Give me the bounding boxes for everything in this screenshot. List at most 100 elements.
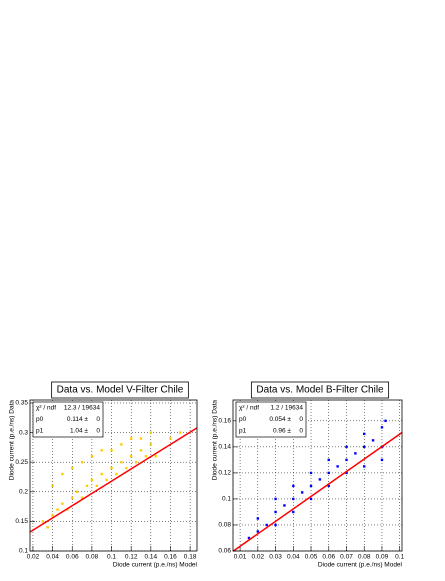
x-tick-label: 0.12 (125, 554, 138, 561)
stats-label: χ² / ndf (36, 405, 56, 412)
x-tick-label: 0.18 (184, 554, 197, 561)
stats-error: 0 (299, 428, 303, 435)
x-tick-label: 0.08 (358, 554, 371, 561)
y-tick-label: 0.06 (218, 548, 231, 555)
data-point (51, 484, 54, 488)
data-point (169, 437, 172, 440)
data-point (256, 517, 260, 520)
data-point (110, 466, 113, 470)
stats-label: p1 (36, 428, 44, 435)
stats-box (235, 401, 307, 438)
y-tick-label: 0.16 (218, 418, 231, 425)
y-tick-label: 0.08 (218, 522, 231, 529)
data-point (384, 419, 387, 423)
y-tick-label: 0.12 (218, 470, 231, 477)
data-point (149, 443, 153, 446)
y-tick-label: 0.3 (19, 429, 28, 436)
data-point (61, 472, 64, 476)
stats-label: p0 (36, 416, 44, 423)
y-tick-label: 0.2 (19, 489, 28, 496)
stats-error: 0 (96, 428, 100, 435)
data-point (327, 471, 330, 475)
data-point (274, 523, 277, 527)
data-point (274, 510, 277, 514)
data-point (120, 443, 123, 446)
data-point (129, 437, 133, 440)
y-axis-title: Diode current (p.e./ns) Data (212, 400, 219, 481)
data-point (149, 431, 153, 434)
x-tick-label: 0.06 (66, 554, 79, 561)
data-point (71, 466, 74, 470)
x-tick-label: 0.09 (376, 554, 389, 561)
data-point (144, 455, 148, 458)
data-point (71, 496, 74, 499)
data-point (110, 449, 113, 452)
data-point (115, 472, 118, 476)
x-tick-label: 0.04 (287, 554, 300, 561)
data-point (274, 497, 277, 501)
stats-box (32, 401, 104, 438)
data-point (380, 426, 384, 429)
data-point (247, 536, 251, 540)
x-tick-label: 0.1 (395, 554, 404, 561)
data-point (139, 449, 143, 452)
x-axis-title: Diode current (p.e./ns) Model (318, 562, 403, 569)
data-point (300, 491, 304, 494)
x-tick-label: 0.06 (322, 554, 335, 561)
data-point (90, 455, 94, 458)
data-point (51, 514, 54, 517)
y-tick-label: 0.1 (19, 548, 28, 555)
stats-label: χ² / ndf (239, 405, 259, 412)
data-point (105, 478, 108, 482)
data-point (256, 530, 260, 533)
data-point (120, 460, 123, 464)
data-point (46, 526, 49, 529)
data-point (139, 437, 143, 440)
data-point (363, 465, 366, 468)
x-tick-label: 0.05 (305, 554, 318, 561)
data-point (309, 471, 313, 475)
data-point (61, 502, 64, 505)
data-point (80, 496, 84, 499)
x-tick-label: 0.16 (164, 554, 177, 561)
stats-value: 0.054 ± (269, 416, 291, 423)
y-tick-label: 0.1 (222, 496, 231, 503)
y-tick-label: 0.14 (218, 444, 231, 451)
data-point (345, 445, 348, 449)
data-point (354, 452, 357, 455)
data-point (363, 432, 366, 436)
data-point (309, 497, 313, 501)
data-point (327, 484, 330, 488)
data-point (80, 460, 84, 464)
fit-line (232, 431, 403, 552)
stats-value: 0.114 ± (67, 416, 89, 423)
title-box (51, 381, 189, 399)
data-point (100, 472, 103, 476)
data-point (41, 520, 44, 523)
data-point (283, 504, 286, 507)
data-point (100, 449, 103, 452)
stats-value: 1.2 / 19634 (270, 405, 303, 412)
data-point (327, 458, 330, 462)
stats-error: 0 (299, 416, 303, 423)
y-tick-label: 0.15 (15, 518, 28, 525)
y-axis-title: Diode current (p.e./ns) Data (9, 400, 16, 481)
data-point (345, 458, 348, 462)
x-tick-label: 0.01 (234, 554, 247, 561)
chart-title: Data vs. Model V-Filter Chile (57, 385, 184, 396)
data-point (318, 478, 322, 481)
data-point (95, 484, 98, 488)
stats-value: 12.3 / 19634 (64, 405, 101, 412)
x-tick-label: 0.08 (86, 554, 99, 561)
data-point (154, 455, 157, 458)
x-tick-label: 0.04 (46, 554, 59, 561)
x-axis-title: Diode current (p.e./ns) Model (113, 562, 198, 569)
title-box (250, 381, 390, 399)
stats-value: 0.96 ± (273, 428, 291, 435)
data-point (363, 445, 366, 449)
x-tick-label: 0.03 (269, 554, 282, 561)
stats-value: 1.04 ± (70, 428, 88, 435)
x-tick-label: 0.02 (251, 554, 264, 561)
fit-line (29, 427, 198, 533)
